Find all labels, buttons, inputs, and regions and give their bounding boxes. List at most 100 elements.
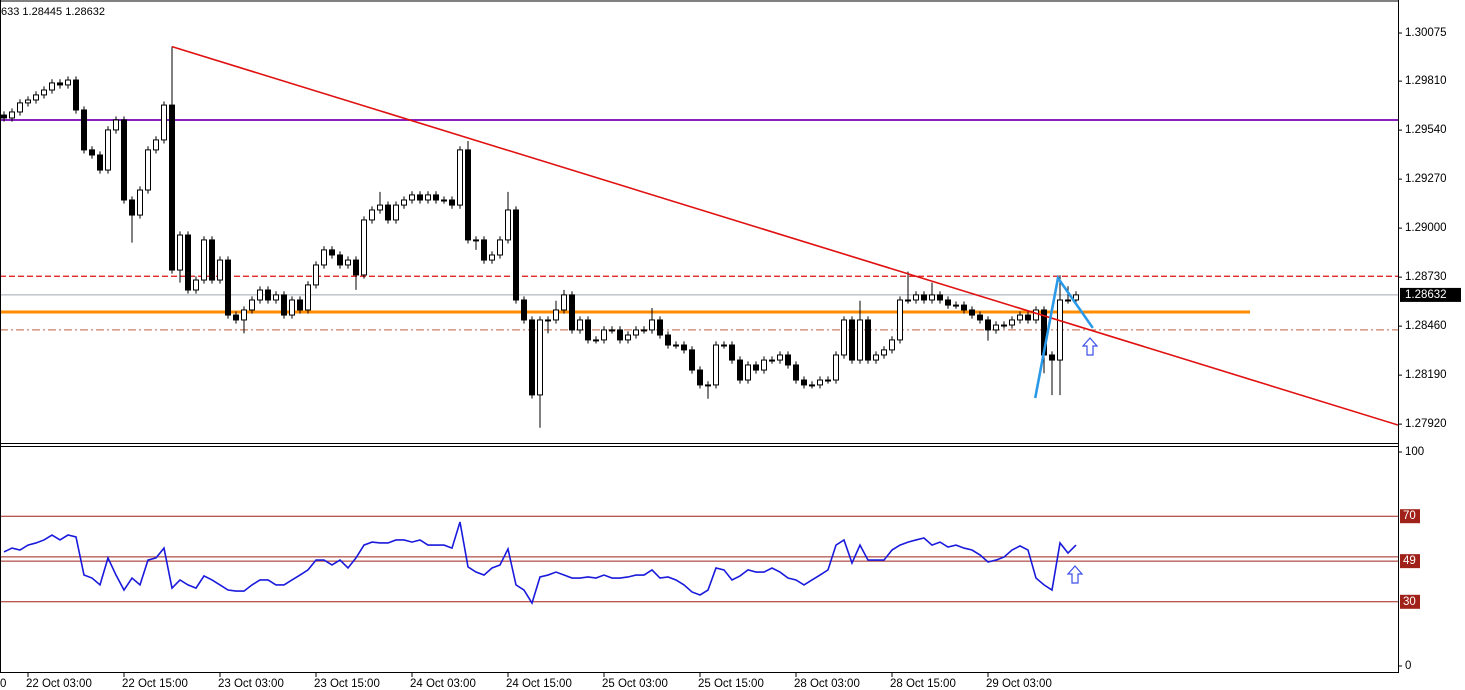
x-tick-label: 28 Oct 03:00	[794, 678, 860, 690]
candle-body	[113, 119, 119, 131]
candle-body	[881, 349, 887, 356]
candle-body	[609, 329, 615, 332]
x-tick-label: 0	[0, 678, 6, 690]
y-tick-label: 1.29810	[1405, 75, 1447, 87]
candle-body	[97, 154, 103, 171]
candle-body	[425, 194, 431, 201]
x-tick-label: 24 Oct 03:00	[410, 678, 476, 690]
x-tick-label: 25 Oct 15:00	[698, 678, 764, 690]
candle-body	[849, 319, 855, 361]
candle-body	[1017, 314, 1023, 321]
candle-body	[705, 384, 711, 387]
candle-body	[481, 239, 487, 261]
candle-body	[729, 344, 735, 361]
candle-body	[601, 329, 607, 341]
candle-body	[633, 329, 639, 336]
level-label-box	[1400, 509, 1420, 524]
candle-body	[809, 384, 815, 387]
candle-body	[681, 344, 687, 351]
y-tick-label: 49	[1403, 555, 1416, 567]
candle-body	[993, 324, 999, 331]
candle-body	[761, 359, 767, 371]
candle-body	[745, 364, 751, 381]
candle-body	[857, 319, 863, 361]
candle-body	[553, 309, 559, 321]
y-tick-label: 1.27920	[1405, 418, 1447, 430]
indicator-panel	[0, 515, 1398, 606]
y-tick-label: 1.28460	[1405, 320, 1447, 332]
candle-body	[961, 304, 967, 311]
candle-body	[265, 289, 271, 301]
candle-body	[473, 239, 479, 242]
candle-body	[449, 199, 455, 206]
candle-body	[529, 319, 535, 396]
candle-body	[201, 239, 207, 281]
candle-body	[561, 294, 567, 311]
candle-body	[897, 299, 903, 341]
current-price-label: 1.28632	[1405, 289, 1447, 301]
candle-body	[9, 111, 15, 119]
candle-body	[537, 319, 543, 396]
candle-body	[73, 79, 79, 111]
y-tick-label: 1.28730	[1405, 271, 1447, 283]
candle-body	[697, 369, 703, 386]
candle-body	[625, 334, 631, 341]
candle-body	[273, 294, 279, 301]
y-tick-label: 0	[1405, 660, 1411, 672]
x-tick-label: 22 Oct 03:00	[26, 678, 92, 690]
candle-body	[305, 284, 311, 311]
candle-body	[777, 354, 783, 361]
x-tick-label: 25 Oct 03:00	[602, 678, 668, 690]
y-tick-label: 30	[1403, 596, 1416, 608]
indicator-line	[3, 521, 1077, 606]
candle-body	[521, 299, 527, 321]
x-tick-label: 24 Oct 15:00	[506, 678, 572, 690]
candle-body	[801, 379, 807, 386]
candle-body	[865, 319, 871, 361]
trend-line	[171, 45, 1398, 426]
x-tick-label: 23 Oct 15:00	[314, 678, 380, 690]
candle-body	[617, 329, 623, 341]
candle-body	[985, 319, 991, 331]
candle-body	[217, 259, 223, 281]
candle-body	[57, 82, 63, 86]
y-tick-label: 70	[1403, 510, 1416, 522]
candle-body	[689, 349, 695, 371]
signal-arrow	[1081, 337, 1099, 356]
candle-body	[753, 364, 759, 371]
x-tick-label: 28 Oct 15:00	[890, 678, 956, 690]
candle-body	[921, 294, 927, 301]
trend-line	[1033, 274, 1094, 399]
candle-body	[177, 234, 183, 271]
candle-body	[241, 309, 247, 321]
candle-body	[169, 104, 175, 271]
candle-body	[361, 219, 367, 276]
candle-body	[657, 319, 663, 336]
candle-body	[249, 299, 255, 311]
candle-body	[1073, 294, 1079, 301]
candle-body	[129, 199, 135, 216]
candle-body	[953, 304, 959, 307]
header-quote: 633 1.28445 1.28632	[1, 6, 105, 18]
candle-body	[281, 294, 287, 316]
candle-body	[457, 149, 463, 206]
candle-body	[377, 204, 383, 211]
candle-body	[769, 359, 775, 362]
candle-body	[33, 94, 39, 101]
y-tick-label: 1.29270	[1405, 173, 1447, 185]
candle-body	[65, 79, 71, 86]
candle-body	[1065, 299, 1071, 302]
candle-body	[1049, 354, 1055, 361]
signal-arrow	[1066, 565, 1084, 584]
candle-body	[313, 264, 319, 286]
candle-body	[1, 114, 7, 119]
candle-body	[889, 339, 895, 351]
candle-body	[641, 329, 647, 332]
candle-body	[665, 334, 671, 346]
candle-body	[369, 209, 375, 221]
price-panel	[0, 45, 1398, 428]
candle-body	[497, 239, 503, 256]
candle-body	[41, 89, 47, 96]
